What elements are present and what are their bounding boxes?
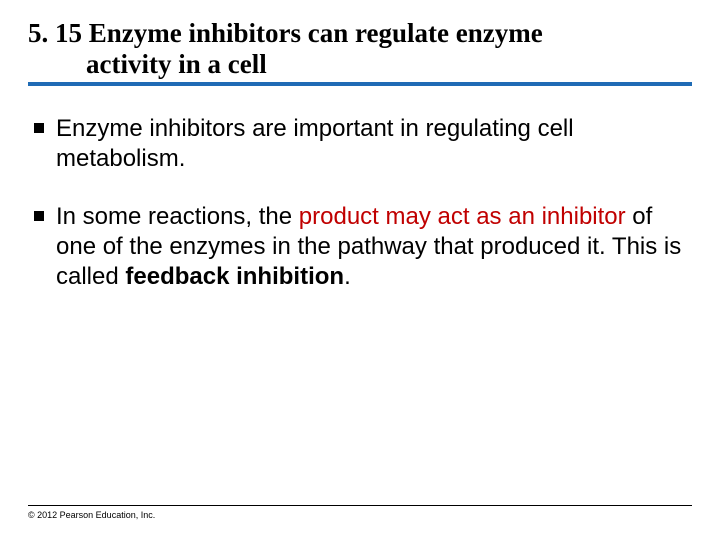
bullet-marker-icon bbox=[34, 211, 44, 221]
bullet-1-text: Enzyme inhibitors are important in regul… bbox=[56, 115, 574, 172]
slide-footer: © 2012 Pearson Education, Inc. bbox=[28, 505, 692, 520]
bullet-text: In some reactions, the product may act a… bbox=[56, 202, 692, 292]
title-line-2: activity in a cell bbox=[28, 49, 692, 80]
title-underline bbox=[28, 82, 692, 86]
title-line-1: 5. 15 Enzyme inhibitors can regulate enz… bbox=[28, 18, 692, 49]
bullet-2-post: . bbox=[344, 263, 351, 290]
copyright-text: © 2012 Pearson Education, Inc. bbox=[28, 510, 692, 520]
list-item: In some reactions, the product may act a… bbox=[34, 202, 692, 292]
footer-divider bbox=[28, 505, 692, 506]
list-item: Enzyme inhibitors are important in regul… bbox=[34, 114, 692, 174]
slide-title: 5. 15 Enzyme inhibitors can regulate enz… bbox=[28, 18, 692, 86]
bullet-text: Enzyme inhibitors are important in regul… bbox=[56, 114, 692, 174]
slide: 5. 15 Enzyme inhibitors can regulate enz… bbox=[0, 0, 720, 540]
bullet-2-pre: In some reactions, the bbox=[56, 203, 299, 230]
bullet-2-bold: feedback inhibition bbox=[125, 263, 344, 290]
bullet-marker-icon bbox=[34, 123, 44, 133]
bullet-list: Enzyme inhibitors are important in regul… bbox=[28, 114, 692, 292]
bullet-2-highlight: product may act as an inhibitor bbox=[299, 203, 626, 230]
